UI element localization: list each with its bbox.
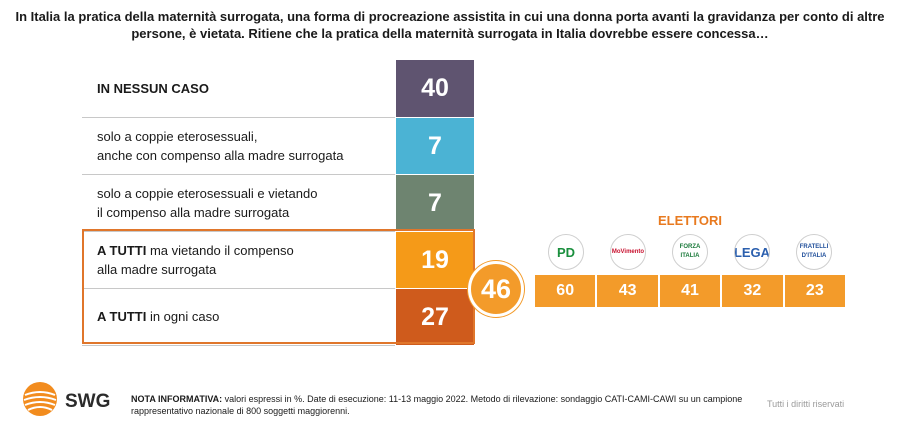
value-bar: 19 <box>396 232 474 288</box>
bar-value-label: 19 <box>421 245 449 274</box>
rights-notice: Tutti i diritti riservati <box>767 399 845 409</box>
value-bar: 27 <box>396 289 474 345</box>
row-label-text: alla madre surrogata <box>97 261 217 277</box>
row-label-text: ma vietando il compenso <box>146 242 294 258</box>
row-label-bold: A TUTTI <box>97 242 147 258</box>
bar-value-label: 7 <box>428 188 442 217</box>
footnote-label: NOTA INFORMATIVA: <box>131 394 223 404</box>
bar-value-label: 40 <box>421 74 449 102</box>
party-value: 60 <box>535 275 598 307</box>
swg-brand: SWG <box>65 391 111 412</box>
party-value: 43 <box>597 275 660 307</box>
combined-total-value: 46 <box>480 273 512 304</box>
value-bar: 40 <box>396 60 474 117</box>
bar-value-label: 27 <box>421 302 449 331</box>
row-label: IN NESSUN CASO <box>97 60 387 117</box>
swg-logo-icon <box>23 382 57 416</box>
footnote-text: valori espressi in %. Date di esecuzione… <box>131 394 743 416</box>
footnote: NOTA INFORMATIVA: valori espressi in %. … <box>131 393 751 417</box>
party-value: 32 <box>722 275 785 307</box>
forza-italia-logo-icon: FORZA ITALIA <box>672 234 708 270</box>
row-label: A TUTTI ma vietando il compenso alla madr… <box>97 231 387 288</box>
bar-value-label: 7 <box>428 131 442 160</box>
row-label: A TUTTI in ogni caso <box>97 288 387 345</box>
row-label-text: in ogni caso <box>146 309 220 324</box>
party-logo-text: FORZA ITALIA <box>679 244 701 259</box>
lega-logo-icon: LEGA <box>734 234 770 270</box>
party-values-strip: 60 43 41 32 23 <box>535 275 845 307</box>
pd-logo-icon: PD <box>548 234 584 270</box>
row-label-text: anche con compenso alla madre surrogata <box>97 147 344 163</box>
row-separator <box>82 231 395 232</box>
party-logo-text: MoVimento <box>611 248 645 255</box>
voters-title: ELETTORI <box>657 213 723 228</box>
party-logo-text: FRATELLI D'ITALIA <box>799 244 829 259</box>
combined-total-circle: 46 <box>468 261 524 317</box>
party-logo-text: PD <box>556 244 576 260</box>
highlight-box <box>82 229 475 344</box>
row-label-text: solo a coppie eterosessuali, <box>97 128 258 144</box>
row-label-text: solo a coppie eterosessuali e vietando <box>97 185 318 201</box>
row-label: solo a coppie eterosessuali, anche con co… <box>97 117 387 174</box>
party-value: 41 <box>660 275 723 307</box>
row-label-bold: IN NESSUN CASO <box>97 81 209 96</box>
value-bar: 7 <box>396 175 474 231</box>
row-separator <box>82 117 395 118</box>
survey-question: In Italia la pratica della maternità sur… <box>15 9 885 41</box>
party-logo-text: LEGA <box>734 244 770 260</box>
fratelli-italia-logo-icon: FRATELLI D'ITALIA <box>796 234 832 270</box>
value-bar: 7 <box>396 118 474 174</box>
row-label: solo a coppie eterosessuali e vietando il… <box>97 174 387 231</box>
row-separator <box>82 288 395 289</box>
row-separator <box>82 174 395 175</box>
party-value: 23 <box>805 282 824 299</box>
row-label-bold: A TUTTI <box>97 309 147 324</box>
row-label-text: il compenso alla madre surrogata <box>97 204 290 220</box>
row-separator <box>82 345 395 346</box>
m5s-logo-icon: MoVimento <box>610 234 646 270</box>
